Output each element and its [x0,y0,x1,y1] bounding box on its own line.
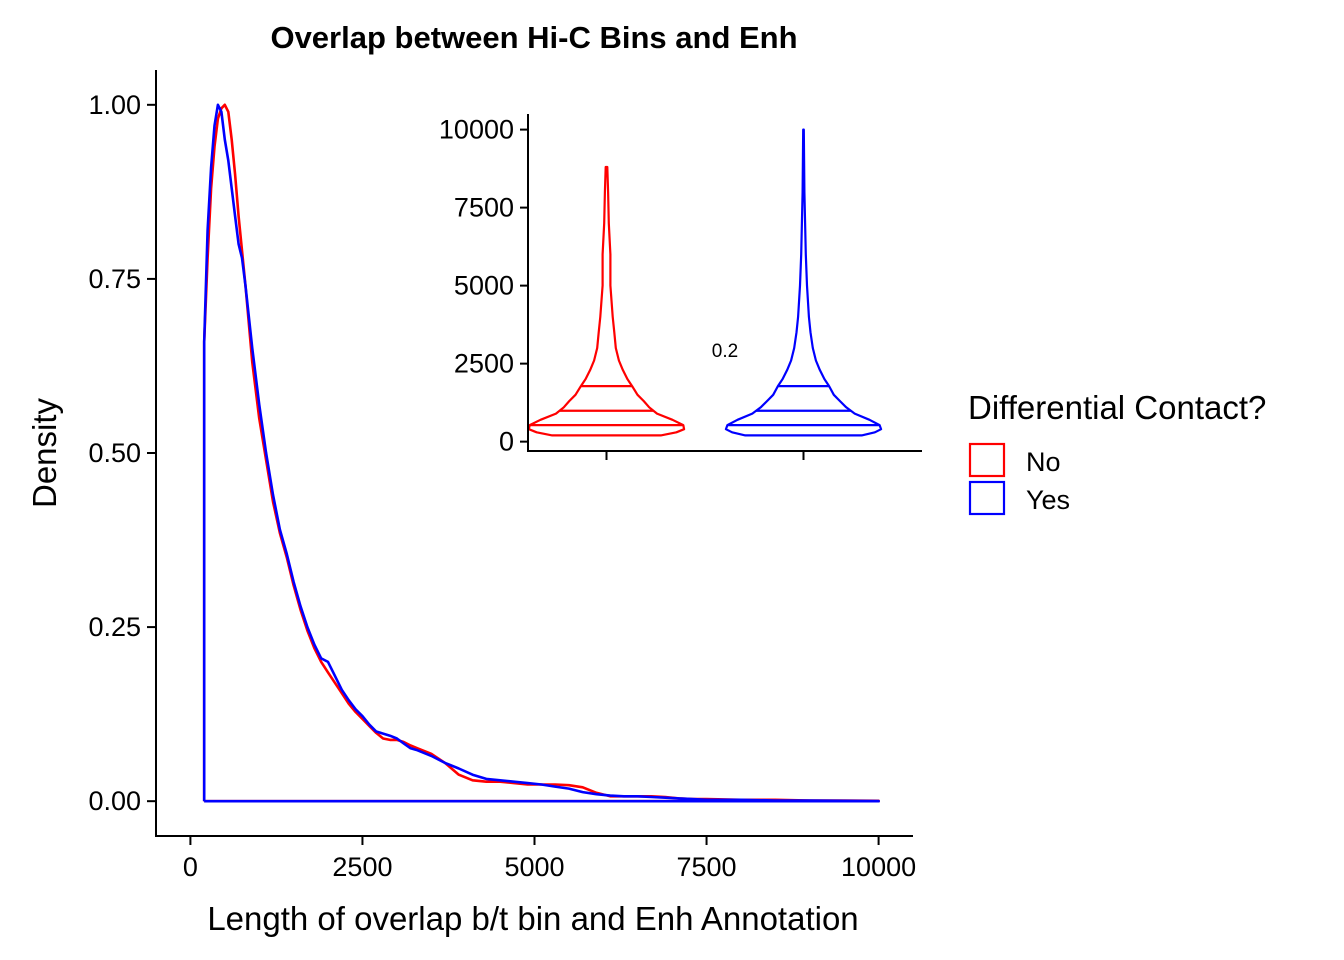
inset-annotation: 0.2 [712,341,738,362]
violin-no [527,165,686,437]
y-tick-label: 1.00 [88,90,141,120]
legend-key-no [968,442,1006,478]
y-tick-label: 0.50 [88,438,141,468]
inset-y-tick-label: 7500 [454,193,514,223]
legend-entries: No Yes [968,442,1070,516]
main-density-lines [202,103,880,803]
y-tick-label: 0.25 [88,612,141,642]
legend-key-yes [968,480,1006,516]
x-tick-label: 0 [183,852,198,882]
main-y-axis-label: Density [26,397,63,508]
main-x-ticks: 0 2500 5000 7500 10000 [183,836,916,882]
legend-label-yes: Yes [1026,485,1070,515]
inset-violins [527,128,883,437]
legend-title: Differential Contact? [968,389,1266,426]
x-tick-label: 7500 [677,852,737,882]
inset-y-tick-label: 10000 [439,115,514,145]
inset-y-tick-label: 2500 [454,349,514,379]
chart-title: Overlap between Hi-C Bins and Enh [270,20,797,55]
inset-y-ticks: 0 2500 5000 7500 10000 [439,115,528,457]
x-tick-label: 10000 [841,852,916,882]
inset-y-tick-label: 0 [499,427,514,457]
y-tick-label: 0.75 [88,264,141,294]
legend-label-no: No [1026,447,1061,477]
inset-x-ticks [605,451,805,460]
y-tick-label: 0.00 [88,786,141,816]
inset-violin-plot: 0 2500 5000 7500 10000 0.2 [439,114,922,460]
legend: Differential Contact? No Yes [968,389,1266,516]
main-density-plot: 0 2500 5000 7500 10000 0.000.250.500.751.00 … [26,70,916,937]
x-tick-label: 5000 [504,852,564,882]
violin-yes [724,128,883,437]
x-tick-label: 2500 [332,852,392,882]
inset-y-tick-label: 5000 [454,271,514,301]
density-line-yes [202,103,880,803]
main-y-ticks: 0.00 0.25 0.50 0.75 1.00 [88,90,156,816]
main-x-axis-label: Length of overlap b/t bin and Enh Annota… [207,900,858,937]
